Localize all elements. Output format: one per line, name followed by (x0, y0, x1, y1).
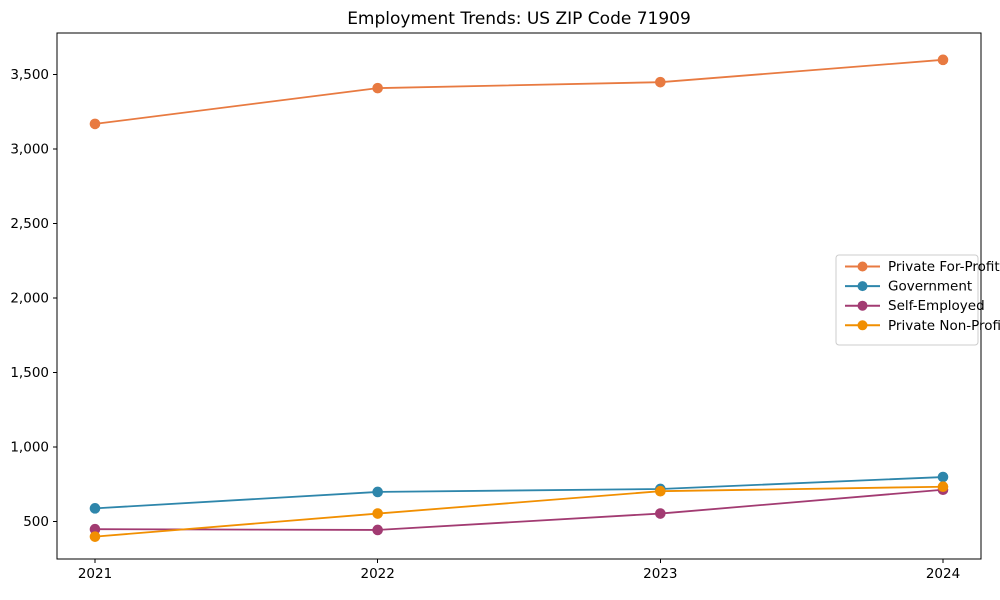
y-axis-tick-label: 1,500 (10, 365, 49, 381)
data-point-private-for-profit-2024 (937, 54, 949, 66)
data-point-private-for-profit-2022 (372, 82, 383, 94)
legend-marker-icon-self-employed (857, 300, 868, 311)
series-line-government (94, 476, 944, 510)
series-line-self-employed (94, 488, 944, 531)
y-axis-tick-label: 1,000 (10, 440, 49, 456)
y-axis-tick-label: 3,500 (10, 67, 49, 83)
data-point-government-2022 (372, 486, 383, 498)
data-point-private-for-profit-2021 (89, 118, 101, 130)
plot-border (56, 32, 982, 560)
data-point-government-2024 (937, 471, 949, 483)
legend-marker-icon-government (857, 281, 868, 292)
data-point-self-employed-2022 (372, 524, 383, 536)
data-point-private-for-profit-2023 (655, 76, 666, 88)
y-axis-tick-label: 500 (23, 514, 49, 530)
x-axis-tick-label: 2021 (78, 566, 112, 582)
y-axis-tick-label: 3,000 (10, 142, 49, 158)
legend-marker-icon-private-non-profit (857, 320, 868, 331)
data-point-private-non-profit-2022 (372, 508, 383, 519)
x-axis-tick-label: 2023 (643, 566, 677, 582)
data-point-private-non-profit-2024 (937, 481, 949, 493)
x-axis-tick-label: 2024 (926, 566, 960, 582)
data-point-self-employed-2023 (655, 508, 666, 519)
data-point-private-non-profit-2021 (89, 531, 101, 542)
chart-title: Employment Trends: US ZIP Code 71909 (347, 9, 691, 29)
legend-label-self-employed: Self-Employed (888, 298, 985, 314)
data-point-private-non-profit-2023 (655, 485, 666, 497)
data-point-self-employed-2021 (89, 523, 101, 535)
x-axis-tick-label: 2022 (360, 566, 394, 582)
legend-label-government: Government (888, 279, 972, 295)
series-line-private-for-profit (94, 58, 944, 125)
legend-box (835, 254, 979, 346)
series-line-private-non-profit (94, 485, 944, 538)
legend-label-private-non-profit: Private Non-Profit (888, 318, 1000, 334)
data-point-government-2021 (89, 503, 101, 514)
y-axis-tick-label: 2,000 (10, 291, 49, 307)
legend-label-private-for-profit: Private For-Profit (888, 259, 1000, 275)
y-axis-tick-label: 2,500 (10, 216, 49, 232)
legend-marker-icon-private-for-profit (857, 261, 868, 272)
